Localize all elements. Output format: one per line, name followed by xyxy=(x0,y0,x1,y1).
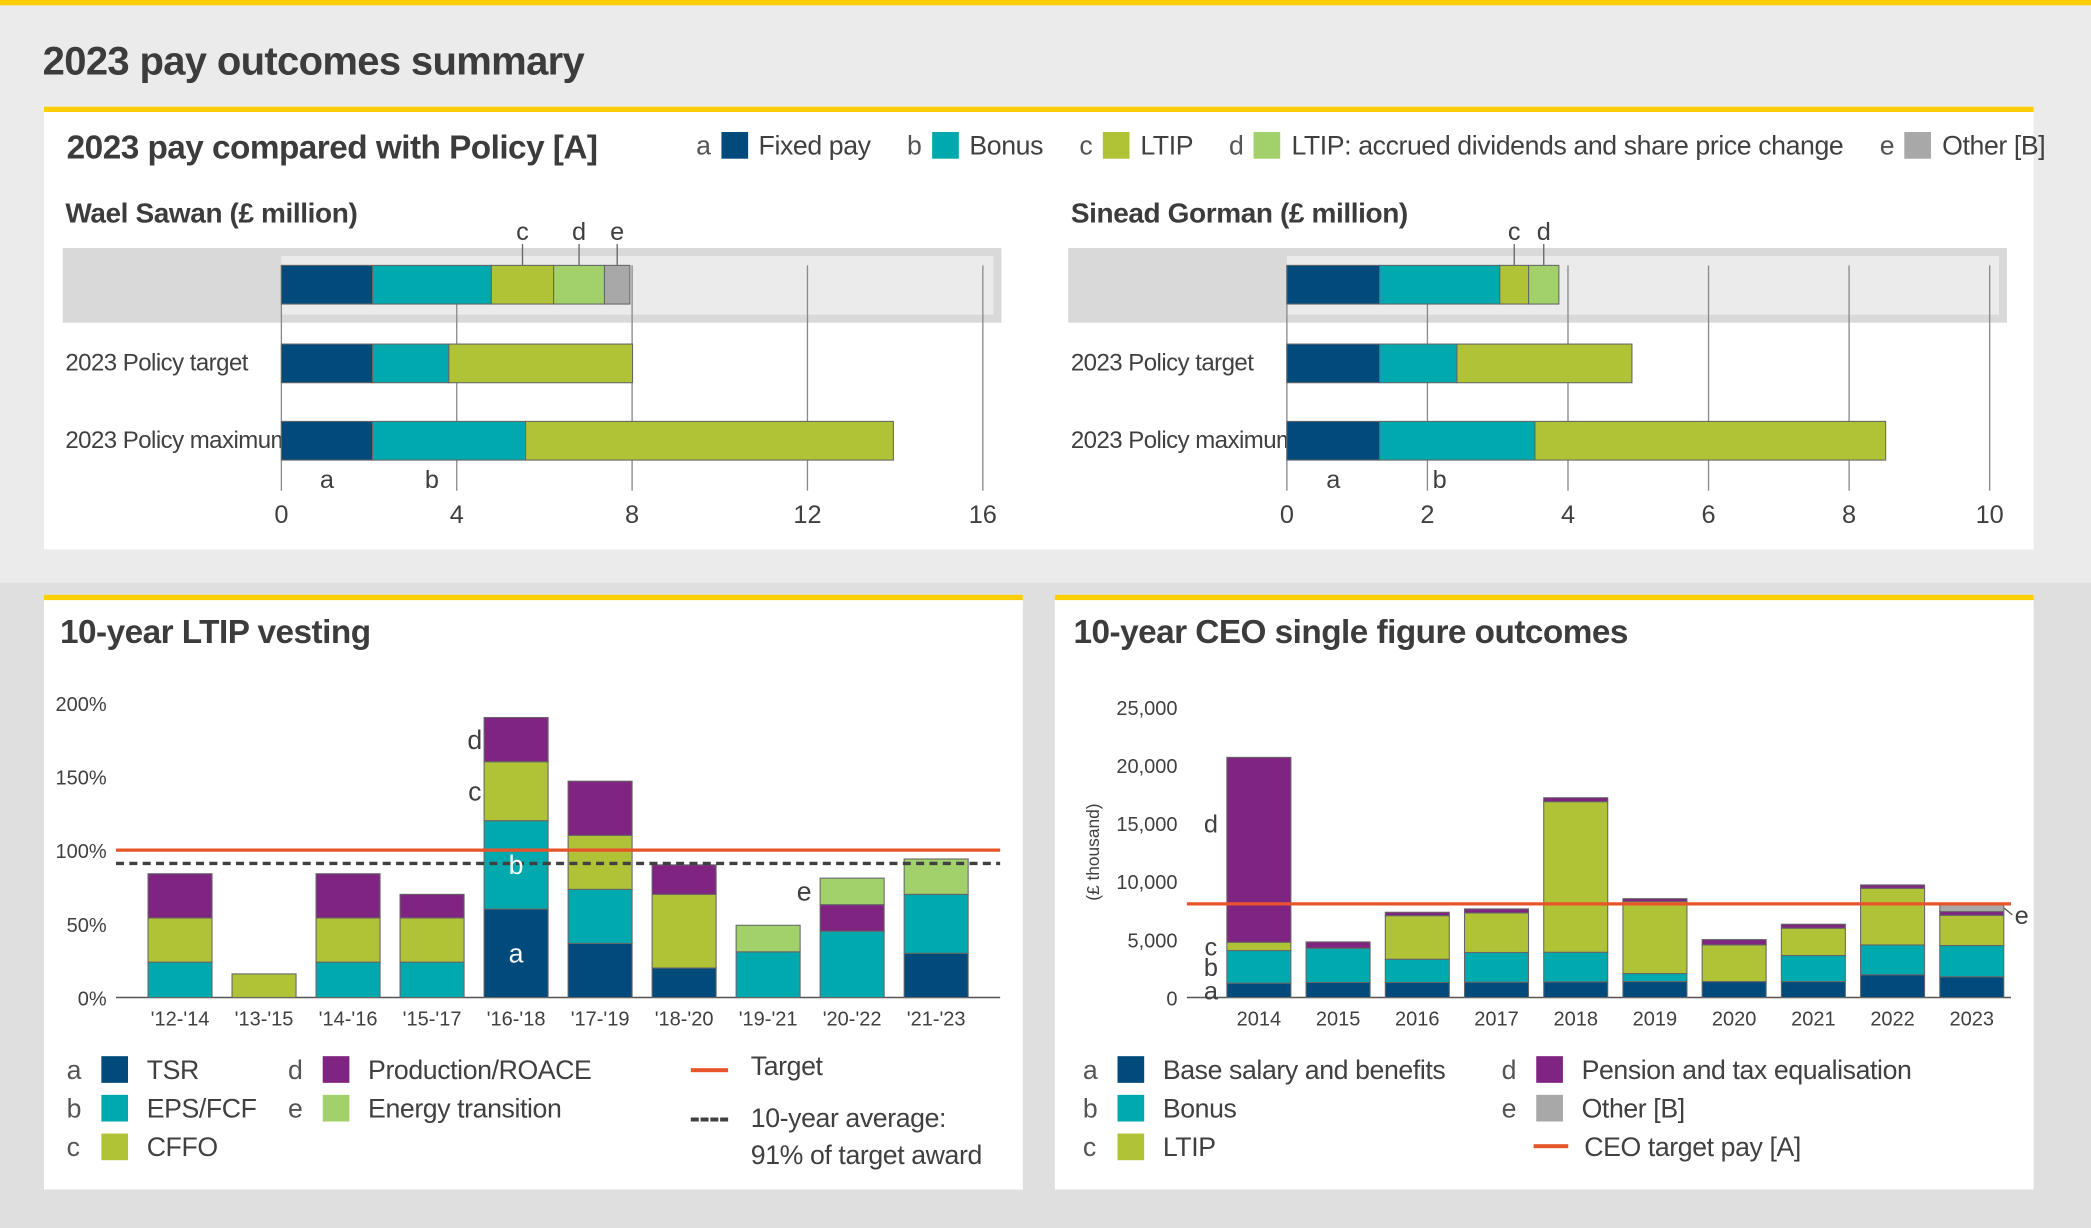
legend-item-base-salary: a Base salary and benefits xyxy=(1082,1052,1446,1091)
legend-item-bonus: b Bonus xyxy=(907,132,1043,161)
legend-label: Production/ROACE xyxy=(368,1056,592,1086)
pay-vs-policy-title: 2023 pay compared with Policy [A] xyxy=(66,129,598,167)
legend-key: e xyxy=(288,1094,303,1125)
ltip-legend-col1: a TSR b EPS/FCF c CFFO xyxy=(67,1052,257,1168)
average-legend-line xyxy=(690,1117,729,1122)
legend-key: b xyxy=(66,1094,82,1125)
legend-key: d xyxy=(288,1056,303,1086)
legend-item-cffo: c CFFO xyxy=(67,1130,257,1169)
legend-item-pension: d Pension and tax equalisation xyxy=(1502,1052,1912,1091)
legend-swatch xyxy=(1904,132,1932,159)
legend-label: TSR xyxy=(146,1056,200,1086)
legend-label: Other [B] xyxy=(1581,1094,1686,1125)
legend-key: c xyxy=(1082,1133,1096,1163)
pay-legend: a Fixed pay b Bonus c LTIP d LTIP: accrued d… xyxy=(696,132,2046,163)
legend-swatch xyxy=(1536,1094,1563,1122)
legend-key: b xyxy=(1082,1094,1098,1125)
legend-swatch xyxy=(1117,1094,1145,1122)
legend-item-ltip-accrued: d LTIP: accrued dividends and share price… xyxy=(1228,132,1844,162)
legend-item-tsr: a TSR xyxy=(67,1052,257,1091)
ceo-legend-col1: a Base salary and benefits b Bonus c LTIP xyxy=(1082,1052,1446,1169)
target-legend-line xyxy=(1533,1144,1569,1149)
legend-key: b xyxy=(906,132,922,162)
legend-key: a xyxy=(696,132,711,162)
sinead-row-maximum: 2023 Policy maximum xyxy=(1070,426,1296,454)
legend-swatch xyxy=(322,1094,350,1122)
legend-swatch xyxy=(101,1094,129,1122)
legend-key: a xyxy=(66,1056,82,1086)
legend-swatch xyxy=(322,1056,350,1083)
legend-item-bonus: b Bonus xyxy=(1083,1091,1445,1130)
legend-swatch xyxy=(932,132,959,159)
wael-chart-title: Wael Sawan (£ million) xyxy=(65,198,358,230)
legend-label: Fixed pay xyxy=(758,132,871,162)
sinead-row-realised: 2023 realised pay xyxy=(1070,269,1261,297)
legend-item-other: e Other [B] xyxy=(1880,132,2046,161)
legend-key: d xyxy=(1228,132,1244,162)
legend-label: LTIP xyxy=(1140,132,1193,162)
wael-row-realised: 2023 realised pay xyxy=(65,270,256,298)
ceo-legend-col2: d Pension and tax equalisation e Other [B]… xyxy=(1502,1052,1912,1168)
legend-label: LTIP: accrued dividends and share price … xyxy=(1291,132,1844,162)
target-legend-line xyxy=(690,1068,729,1073)
ltip-legend-col2: d Production/ROACE e Energy transition xyxy=(288,1052,592,1130)
ltip-vesting-title: 10-year LTIP vesting xyxy=(60,613,371,651)
legend-item-eps-fcf: b EPS/FCF xyxy=(67,1091,257,1130)
legend-label: Pension and tax equalisation xyxy=(1581,1056,1912,1086)
wael-row-maximum: 2023 Policy maximum xyxy=(65,426,291,454)
legend-swatch xyxy=(101,1133,129,1161)
sinead-row-target: 2023 Policy target xyxy=(1070,349,1254,377)
legend-label: LTIP xyxy=(1162,1133,1216,1163)
legend-swatch xyxy=(1254,132,1281,159)
legend-key: e xyxy=(1879,132,1895,162)
legend-swatch xyxy=(721,132,748,159)
page-title: 2023 pay outcomes summary xyxy=(42,40,585,85)
average-legend-label-1: 10-year average: xyxy=(750,1104,947,1134)
legend-label: Other [B] xyxy=(1942,132,2046,162)
accent-line xyxy=(0,0,2091,6)
legend-item-ceo-target: CEO target pay [A] xyxy=(1502,1130,1912,1169)
legend-label: Energy transition xyxy=(368,1094,562,1125)
pay-vs-policy-panel xyxy=(44,106,2034,550)
legend-key: a xyxy=(1082,1056,1098,1086)
legend-label: CEO target pay [A] xyxy=(1584,1133,1801,1163)
legend-label: EPS/FCF xyxy=(146,1094,257,1125)
legend-swatch xyxy=(1536,1056,1563,1083)
legend-swatch xyxy=(1117,1056,1145,1083)
legend-swatch xyxy=(101,1056,129,1083)
legend-label: Bonus xyxy=(1162,1094,1237,1125)
legend-label: CFFO xyxy=(146,1133,218,1163)
legend-key: d xyxy=(1501,1056,1517,1086)
legend-item-fixed-pay: a Fixed pay xyxy=(696,132,871,162)
legend-item-ltip: c LTIP xyxy=(1079,132,1193,162)
legend-key: c xyxy=(1079,132,1093,162)
sinead-chart-title: Sinead Gorman (£ million) xyxy=(1070,198,1408,230)
ceo-single-figure-title: 10-year CEO single figure outcomes xyxy=(1073,613,1629,651)
legend-label: Bonus xyxy=(969,132,1044,162)
legend-swatch xyxy=(1117,1133,1145,1161)
legend-key: c xyxy=(66,1133,80,1163)
wael-row-target: 2023 Policy target xyxy=(65,349,248,377)
legend-swatch xyxy=(1103,132,1130,159)
legend-key: e xyxy=(1501,1094,1517,1125)
legend-label: Base salary and benefits xyxy=(1162,1056,1446,1086)
target-legend-label: Target xyxy=(750,1052,823,1082)
legend-item-energy-transition: e Energy transition xyxy=(288,1091,591,1130)
legend-item-ltip: c LTIP xyxy=(1083,1130,1445,1169)
average-legend-label-2: 91% of target award xyxy=(750,1141,983,1171)
legend-item-other: e Other [B] xyxy=(1502,1091,1912,1130)
legend-item-production-roace: d Production/ROACE xyxy=(288,1052,592,1091)
